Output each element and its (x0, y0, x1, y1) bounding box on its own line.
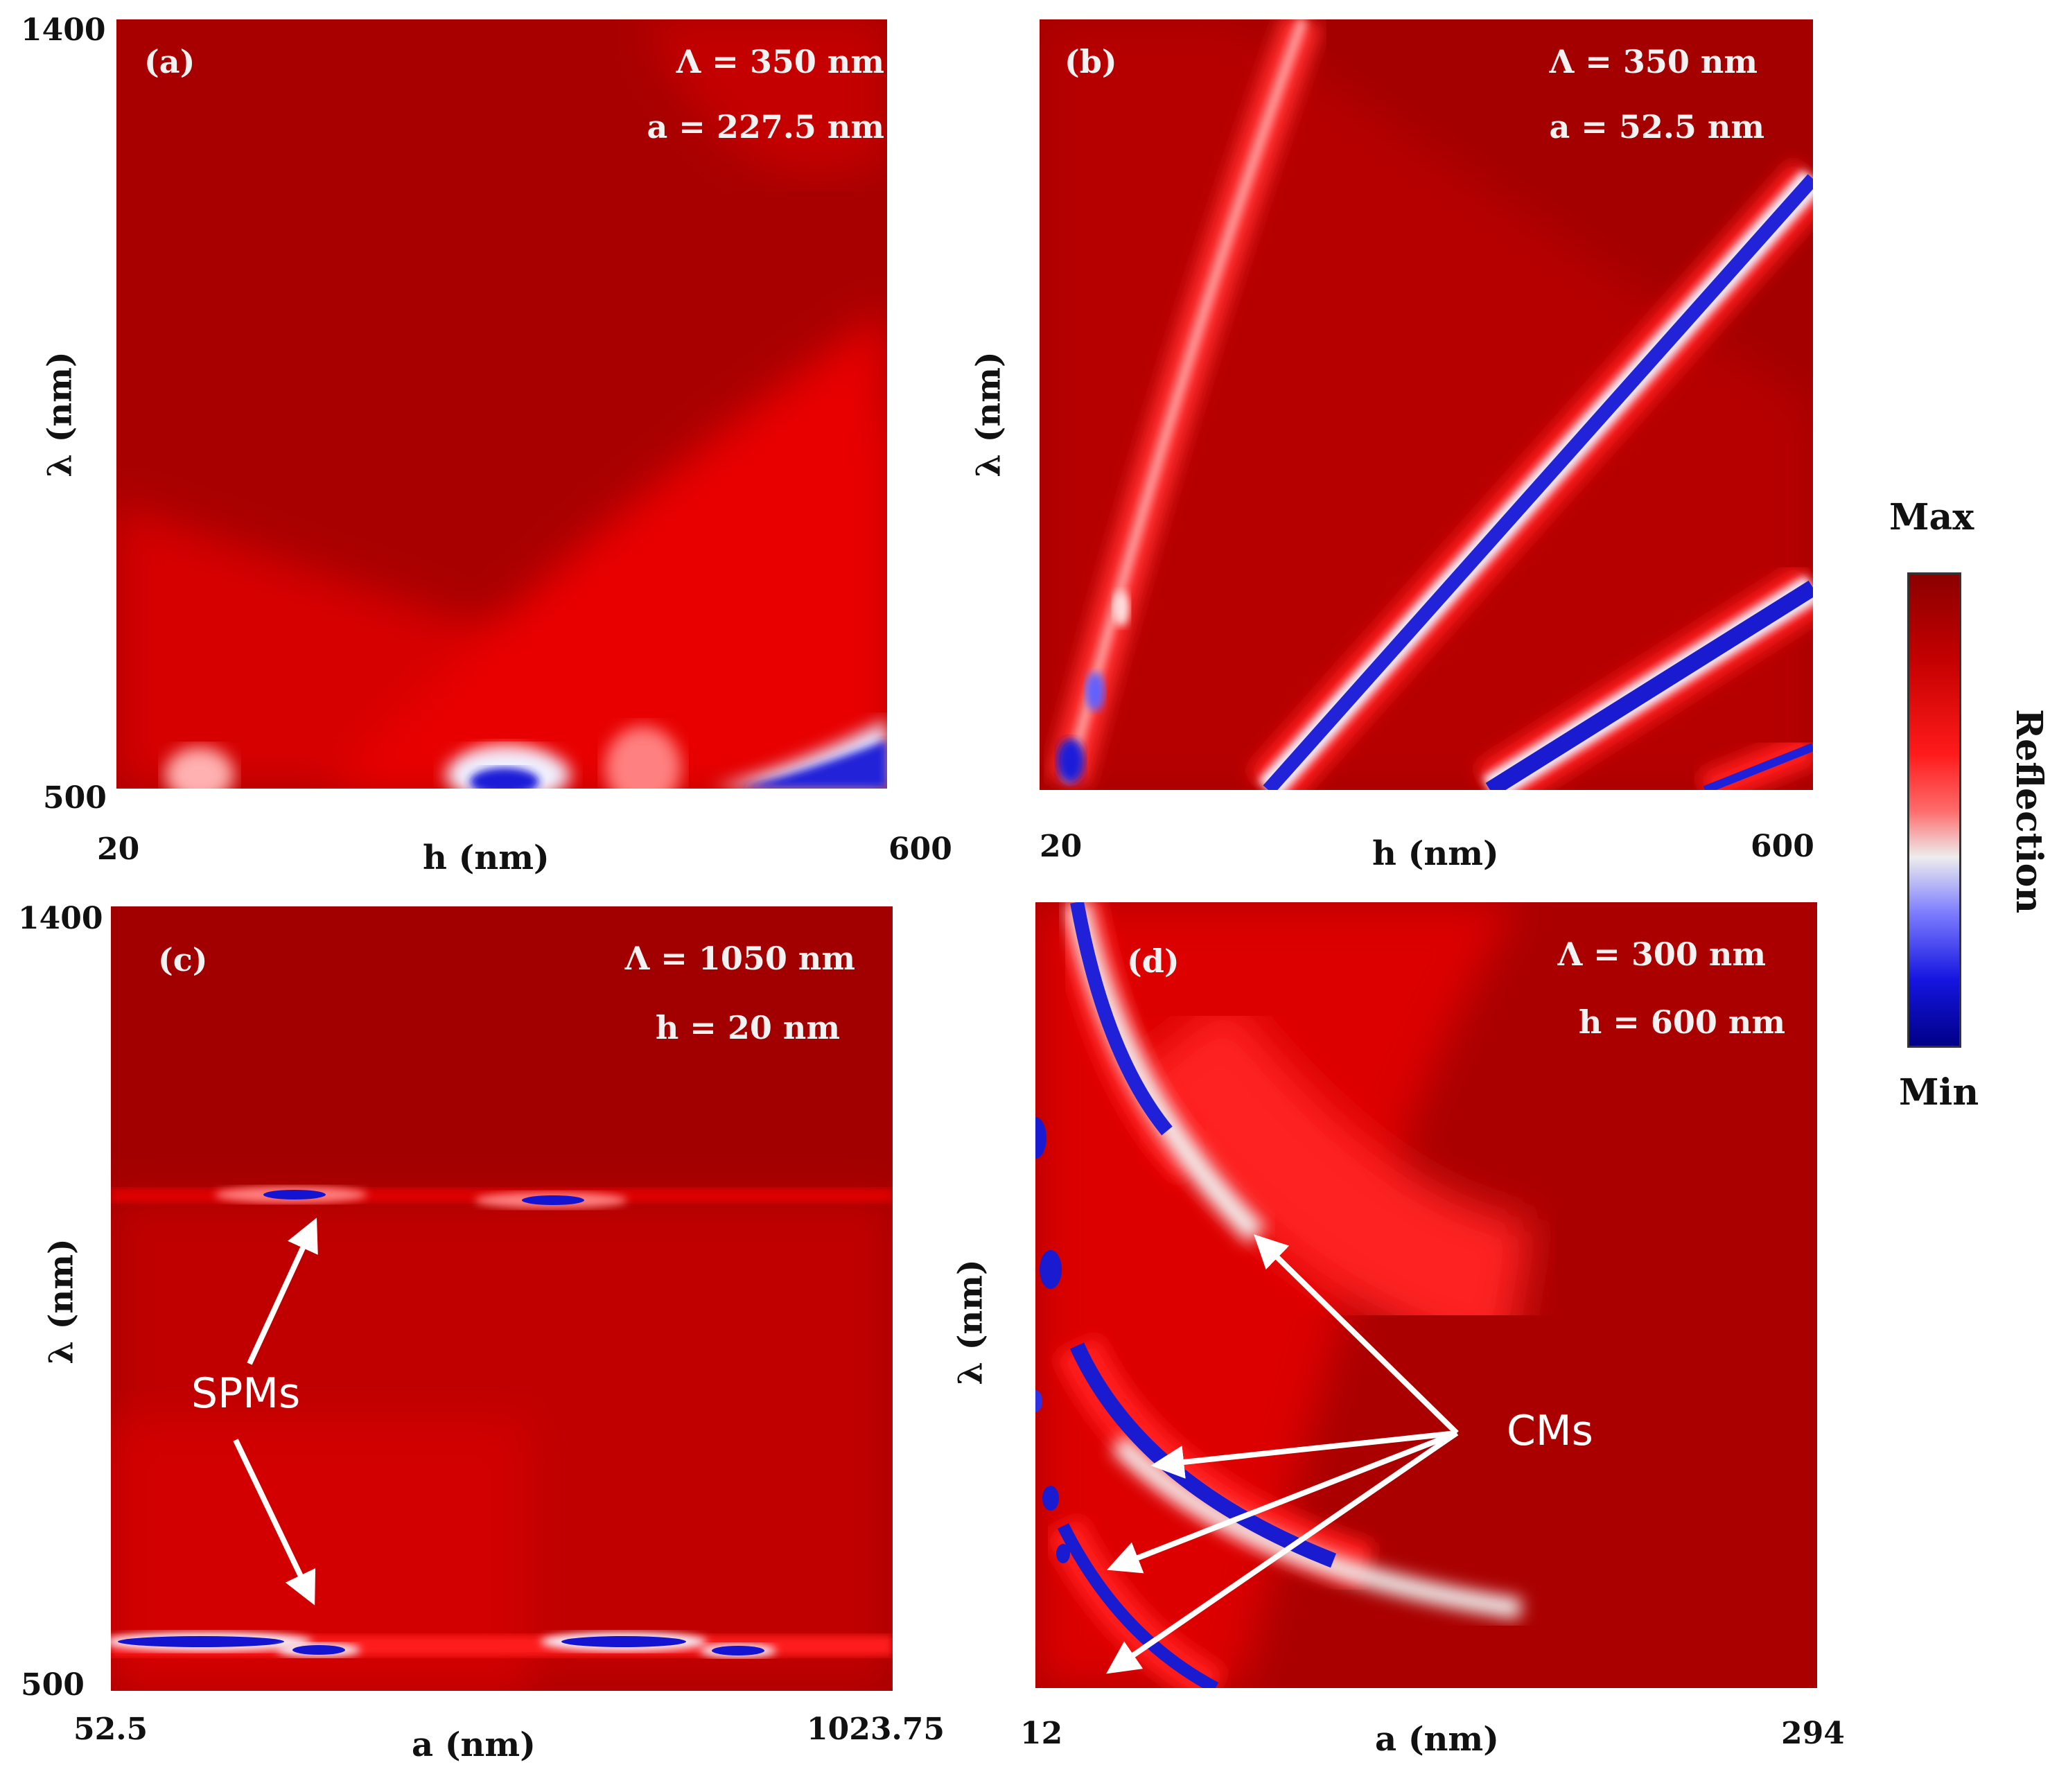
panel-c-param-2: h = 20 nm (655, 1009, 840, 1046)
panel-c-xtick-right: 1023.75 (807, 1712, 945, 1747)
panel-d-param-1: Λ = 300 nm (1557, 935, 1766, 973)
panel-d-xtick-right: 294 (1781, 1716, 1845, 1751)
panel-d-mode-label: CMs (1507, 1407, 1593, 1455)
panel-c-ylabel: λ (nm) (42, 1238, 81, 1364)
panel-a-ytick-top: 1400 (21, 12, 106, 48)
panel-c-xtick-left: 52.5 (73, 1712, 148, 1747)
colorbar-min-label: Min (1899, 1071, 1979, 1114)
heatmap-d: (d) Λ = 300 nm h = 600 nm CMs (1035, 902, 1817, 1688)
panel-a-ytick-bottom: 500 (43, 780, 107, 816)
heatmap-b: (b) Λ = 350 nm a = 52.5 nm (1040, 19, 1813, 790)
panel-a-ylabel: λ (nm) (40, 351, 80, 477)
panel-d-param-2: h = 600 nm (1578, 1003, 1785, 1041)
panel-c-mode-label: SPMs (191, 1369, 301, 1418)
panel-b-xtick-left: 20 (1040, 829, 1083, 864)
panel-c-param-1: Λ = 1050 nm (624, 940, 855, 977)
panel-b-xlabel: h (nm) (1372, 834, 1499, 873)
panel-a-xlabel: h (nm) (423, 838, 550, 877)
panel-a-xtick-left: 20 (97, 832, 140, 867)
panel-b-ylabel: λ (nm) (969, 351, 1008, 477)
panel-c-tag: (c) (158, 941, 208, 978)
panel-b-param-2: a = 52.5 nm (1549, 108, 1764, 146)
panel-a-tag: (a) (144, 43, 195, 80)
panel-c: (c) Λ = 1050 nm h = 20 nm SPMs (111, 906, 893, 1691)
panel-b: (b) Λ = 350 nm a = 52.5 nm (1040, 19, 1813, 790)
panel-a: (a) Λ = 350 nm a = 227.5 nm (116, 19, 887, 789)
panel-d-xlabel: a (nm) (1375, 1720, 1499, 1759)
heatmap-a: (a) Λ = 350 nm a = 227.5 nm (116, 19, 887, 789)
panel-a-xtick-right: 600 (888, 832, 952, 867)
panel-d-tag: (d) (1127, 942, 1180, 980)
panel-b-tag: (b) (1065, 43, 1117, 80)
panel-b-param-1: Λ = 350 nm (1549, 43, 1758, 80)
colorbar-title: Reflection (2008, 708, 2050, 914)
heatmap-c: (c) Λ = 1050 nm h = 20 nm SPMs (111, 906, 893, 1691)
panel-d: (d) Λ = 300 nm h = 600 nm CMs (1035, 902, 1817, 1688)
panel-c-xlabel: a (nm) (412, 1725, 536, 1764)
panel-d-ylabel: λ (nm) (951, 1259, 990, 1385)
panel-a-param-2: a = 227.5 nm (647, 108, 884, 146)
panel-b-xtick-right: 600 (1751, 829, 1814, 864)
colorbar (1907, 572, 1961, 1048)
panel-d-xtick-left: 12 (1020, 1716, 1063, 1751)
panel-c-ytick-top: 1400 (18, 901, 103, 936)
panel-a-param-1: Λ = 350 nm (676, 43, 884, 80)
panel-c-ytick-bottom: 500 (21, 1667, 85, 1703)
colorbar-max-label: Max (1889, 496, 1974, 538)
